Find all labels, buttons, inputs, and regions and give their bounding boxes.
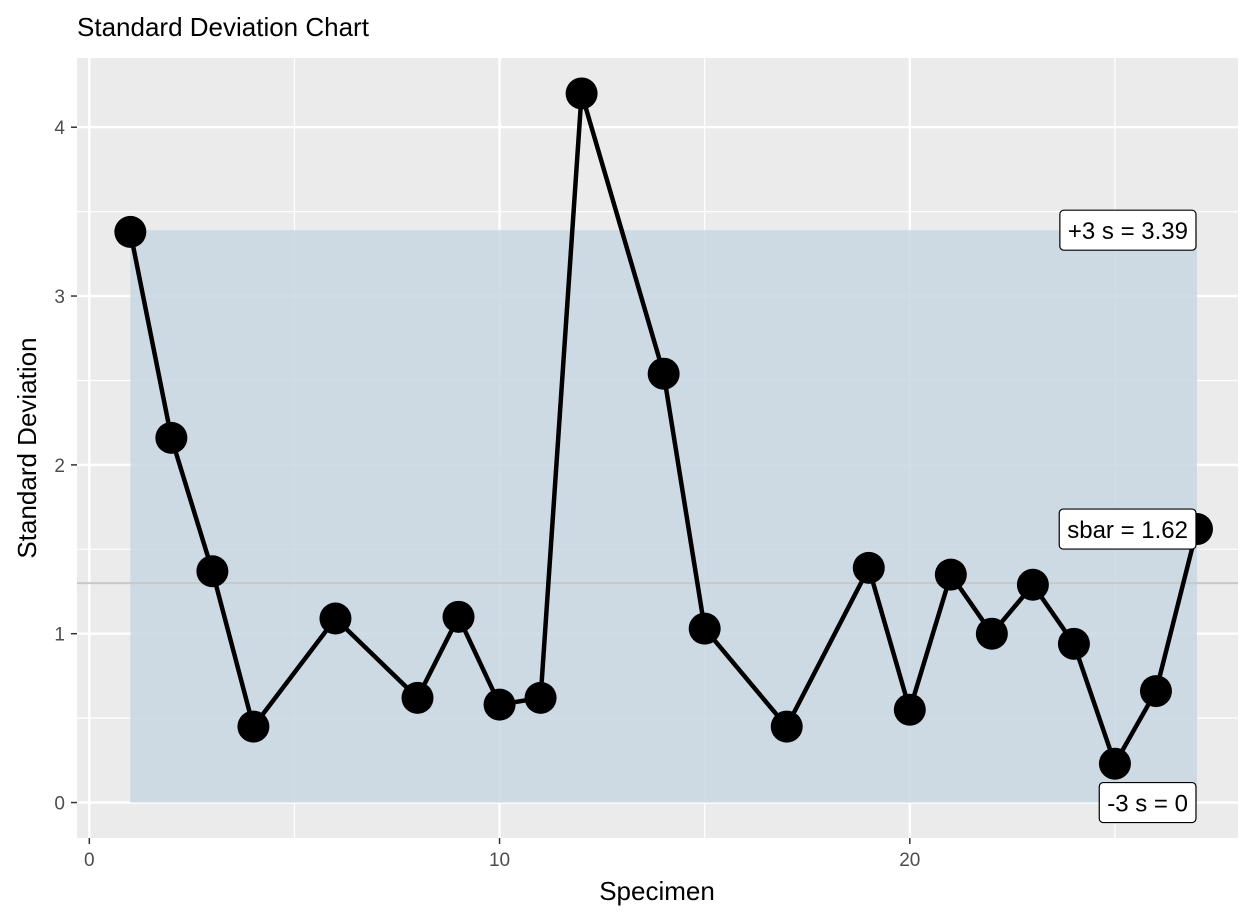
series-line-layer bbox=[128, 91, 1200, 766]
y-tick-label: 0 bbox=[54, 794, 65, 815]
data-point bbox=[1139, 675, 1172, 708]
data-point bbox=[1098, 747, 1131, 780]
chart-title: Standard Deviation Chart bbox=[77, 12, 370, 42]
data-point bbox=[893, 693, 926, 726]
data-point bbox=[196, 555, 229, 588]
annotation-label: -3 s = 0 bbox=[1098, 781, 1197, 824]
y-axis-title: Standard Deviation bbox=[12, 337, 42, 558]
y-tick-label: 3 bbox=[54, 287, 65, 308]
annotation-label: +3 s = 3.39 bbox=[1059, 209, 1197, 251]
annotation-text: sbar = 1.62 bbox=[1067, 517, 1188, 544]
annotation-box bbox=[1098, 781, 1197, 824]
annotation-box bbox=[1059, 209, 1197, 251]
data-point bbox=[483, 688, 516, 721]
axes: 0 10 20 0 1 2 3 4 bbox=[54, 118, 920, 871]
data-point bbox=[524, 681, 557, 714]
annotation-box bbox=[1058, 508, 1197, 550]
data-point bbox=[319, 602, 352, 635]
data-point bbox=[114, 215, 147, 248]
y-tick-label: 2 bbox=[54, 456, 65, 477]
control-band-layer bbox=[130, 230, 1197, 803]
data-point bbox=[934, 558, 967, 591]
annotation-text: -3 s = 0 bbox=[1107, 791, 1188, 818]
annotation-label: sbar = 1.62 bbox=[1058, 508, 1197, 550]
data-point bbox=[155, 421, 188, 454]
data-point bbox=[688, 612, 721, 645]
x-tick-label: 20 bbox=[899, 850, 920, 871]
data-point bbox=[401, 681, 434, 714]
data-point bbox=[442, 600, 475, 633]
data-point bbox=[975, 617, 1008, 650]
control-band bbox=[130, 230, 1197, 803]
y-tick-label: 1 bbox=[54, 625, 65, 646]
data-point bbox=[237, 710, 270, 743]
annotation-text: +3 s = 3.39 bbox=[1068, 218, 1188, 245]
y-tick-label: 4 bbox=[54, 118, 65, 139]
x-axis-title: Specimen bbox=[599, 876, 715, 906]
data-point bbox=[647, 357, 680, 390]
data-point bbox=[852, 551, 885, 584]
data-point bbox=[565, 77, 598, 110]
data-point bbox=[770, 710, 803, 743]
data-points bbox=[114, 77, 1213, 780]
x-tick-label: 0 bbox=[84, 850, 95, 871]
x-tick-label: 10 bbox=[489, 850, 510, 871]
series-line bbox=[128, 91, 1200, 766]
data-point bbox=[1016, 568, 1049, 601]
annotation-labels: +3 s = 3.39 sbar = 1.62 -3 s = 0 bbox=[1058, 209, 1197, 824]
data-point bbox=[1057, 627, 1090, 660]
